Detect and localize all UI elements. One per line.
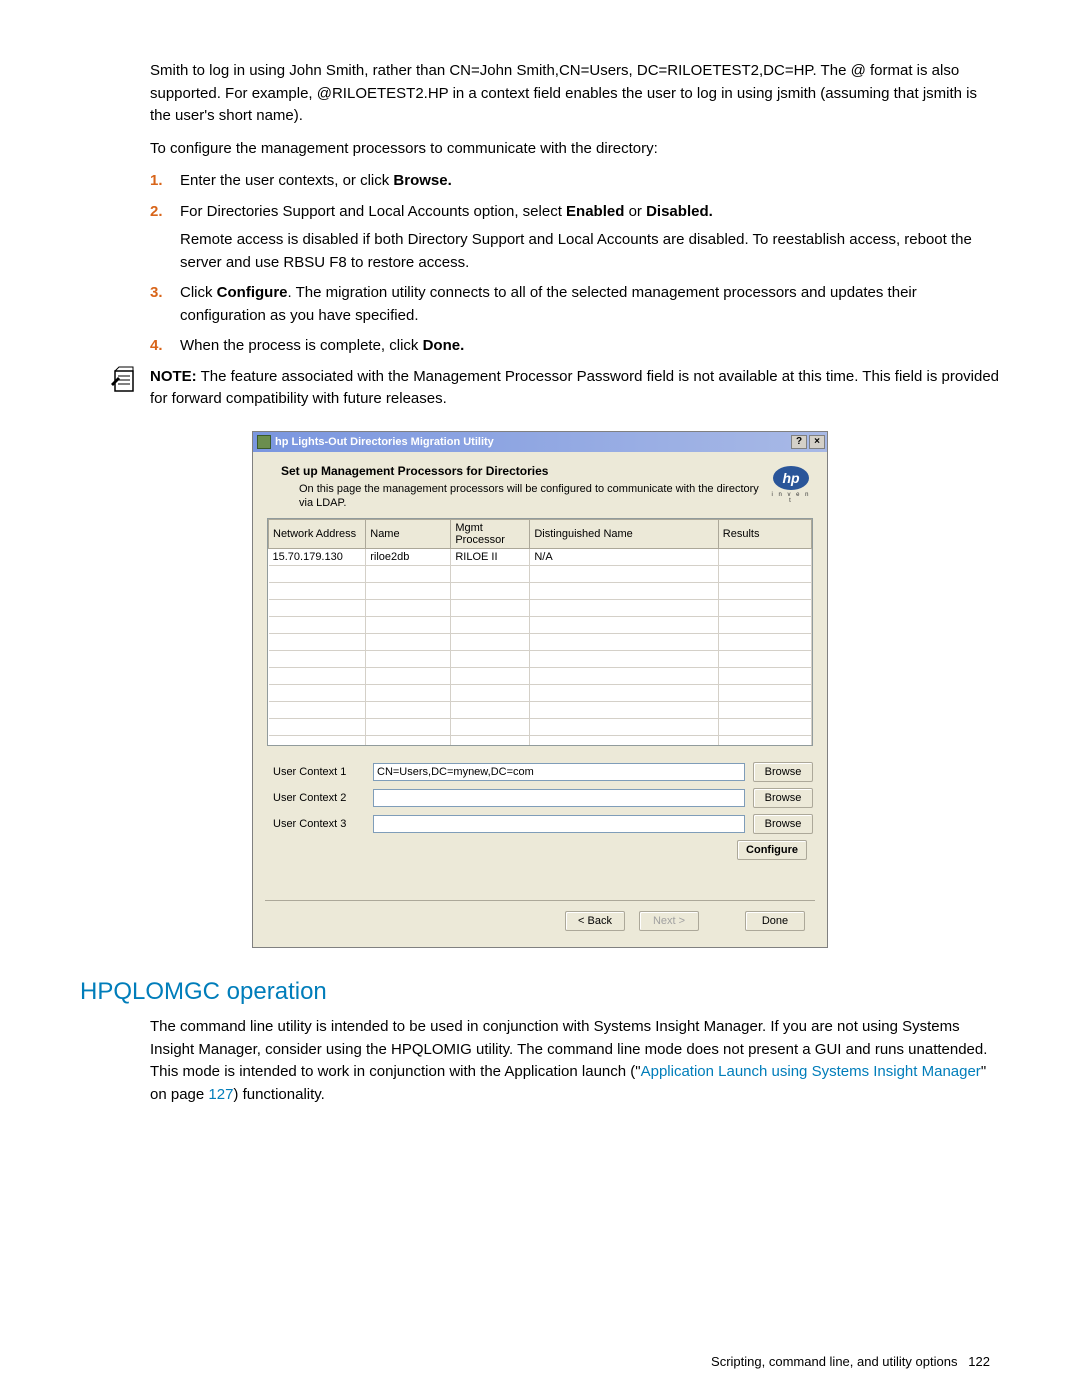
context-row-2: User Context 2 Browse <box>267 788 813 808</box>
steps-list: 1. Enter the user contexts, or click Bro… <box>150 170 990 358</box>
step-3: 3. Click Configure. The migration utilit… <box>150 282 990 327</box>
table-row <box>269 719 812 736</box>
titlebar: hp Lights-Out Directories Migration Util… <box>253 432 827 452</box>
context-row-1: User Context 1 Browse <box>267 762 813 782</box>
table-row <box>269 736 812 747</box>
help-button[interactable]: ? <box>791 435 807 449</box>
context-row-3: User Context 3 Browse <box>267 814 813 834</box>
col-mgmt-processor[interactable]: Mgmt Processor <box>451 520 530 549</box>
col-results[interactable]: Results <box>718 520 811 549</box>
hp-logo: hp i n v e n t <box>769 466 813 500</box>
table-row <box>269 685 812 702</box>
dialog-sub: On this page the management processors w… <box>299 482 761 511</box>
context-2-label: User Context 2 <box>267 792 373 804</box>
configure-button[interactable]: Configure <box>737 840 807 860</box>
app-icon <box>257 435 271 449</box>
table-row[interactable]: 15.70.179.130 riloe2db RILOE II N/A <box>269 549 812 566</box>
window-title: hp Lights-Out Directories Migration Util… <box>275 436 789 448</box>
step-2: 2. For Directories Support and Local Acc… <box>150 201 990 275</box>
close-button[interactable]: × <box>809 435 825 449</box>
table-row <box>269 566 812 583</box>
browse-button-3[interactable]: Browse <box>753 814 813 834</box>
done-button[interactable]: Done <box>745 911 805 931</box>
section-heading: HPQLOMGC operation <box>80 978 1000 1006</box>
app-launch-link[interactable]: Application Launch using Systems Insight… <box>641 1063 981 1080</box>
table-row <box>269 583 812 600</box>
next-button: Next > <box>639 911 699 931</box>
context-1-input[interactable] <box>373 763 745 781</box>
context-3-label: User Context 3 <box>267 818 373 830</box>
table-row <box>269 651 812 668</box>
processor-grid[interactable]: Network Address Name Mgmt Processor Dist… <box>267 518 813 746</box>
note-block: NOTE: The feature associated with the Ma… <box>110 366 1000 411</box>
dialog-window: hp Lights-Out Directories Migration Util… <box>252 431 828 949</box>
col-network-address[interactable]: Network Address <box>269 520 366 549</box>
grid-header-row: Network Address Name Mgmt Processor Dist… <box>269 520 812 549</box>
col-name[interactable]: Name <box>366 520 451 549</box>
back-button[interactable]: < Back <box>565 911 625 931</box>
intro-p1: Smith to log in using John Smith, rather… <box>150 60 990 128</box>
section-p1: The command line utility is intended to … <box>150 1016 990 1106</box>
context-1-label: User Context 1 <box>267 766 373 778</box>
col-distinguished-name[interactable]: Distinguished Name <box>530 520 718 549</box>
note-text: The feature associated with the Manageme… <box>150 368 999 408</box>
browse-button-1[interactable]: Browse <box>753 762 813 782</box>
table-row <box>269 702 812 719</box>
step-2-sub: Remote access is disabled if both Direct… <box>180 229 990 274</box>
page-link[interactable]: 127 <box>208 1086 233 1103</box>
dialog-heading: Set up Management Processors for Directo… <box>281 464 761 478</box>
note-icon <box>110 366 138 394</box>
step-4: 4. When the process is complete, click D… <box>150 335 990 358</box>
table-row <box>269 617 812 634</box>
step-1: 1. Enter the user contexts, or click Bro… <box>150 170 990 193</box>
context-3-input[interactable] <box>373 815 745 833</box>
note-label: NOTE: <box>150 368 197 385</box>
browse-button-2[interactable]: Browse <box>753 788 813 808</box>
table-row <box>269 600 812 617</box>
page-footer: Scripting, command line, and utility opt… <box>711 1354 990 1369</box>
table-row <box>269 668 812 685</box>
context-2-input[interactable] <box>373 789 745 807</box>
intro-p2: To configure the management processors t… <box>150 138 990 161</box>
table-row <box>269 634 812 651</box>
